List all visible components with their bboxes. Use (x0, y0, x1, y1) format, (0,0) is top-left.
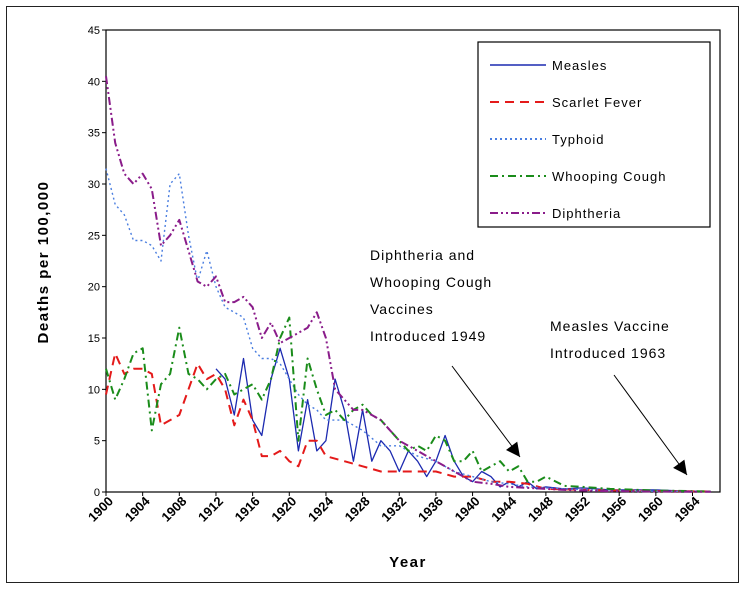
x-axis-title: Year (389, 554, 427, 571)
y-axis-title: Deaths per 100,000 (35, 181, 52, 344)
y-axis: 0 5 10 15 20 25 30 35 40 45 (88, 25, 106, 499)
x-tick-label: 1964 (672, 493, 704, 525)
x-tick-label: 1936 (415, 494, 446, 525)
annotation-arrow-line (613, 374, 688, 476)
x-tick-label: 1912 (195, 494, 226, 525)
y-tick-label: 30 (88, 179, 100, 191)
x-tick-label: 1928 (342, 494, 373, 525)
legend-label: Scarlet Fever (552, 95, 642, 110)
x-tick-label: 1944 (488, 493, 520, 525)
legend: Measles Scarlet Fever Typhoid Whooping Coug… (477, 41, 711, 228)
annotations: Diphtheria and Whooping Cough Vaccines Intr… (370, 247, 688, 476)
y-tick-label: 25 (88, 230, 100, 242)
x-tick-label: 1924 (305, 493, 337, 525)
annotation-arrowhead (506, 441, 520, 457)
series-line-whooping-cough (105, 316, 711, 493)
x-tick-label: 1956 (598, 494, 629, 525)
x-tick-label: 1952 (562, 494, 593, 525)
x-tick-label: 1932 (378, 494, 409, 525)
y-tick-label: 35 (88, 128, 100, 140)
annotation-text-line: Introduced 1949 (370, 328, 486, 344)
annotation-text-line: Whooping Cough (370, 274, 492, 290)
legend-label: Diphtheria (552, 206, 621, 221)
x-tick-label: 1908 (158, 494, 189, 525)
x-tick-label: 1904 (122, 493, 154, 525)
legend-box (477, 41, 711, 228)
annotation-arrow-line (451, 365, 521, 458)
x-tick-label: 1900 (85, 494, 116, 525)
series-line-typhoid (105, 168, 711, 493)
x-axis: 1900 1904 1908 1912 1916 1920 1924 1928 1932 1936… (85, 492, 703, 525)
annotation-text-line: Introduced 1963 (550, 345, 666, 361)
series-line-diphtheria (105, 76, 711, 493)
series-layer (105, 76, 711, 493)
legend-label: Typhoid (552, 132, 605, 147)
annotation-text-line: Vaccines (370, 301, 434, 317)
y-tick-label: 40 (88, 76, 100, 88)
y-tick-label: 10 (88, 384, 100, 396)
annotation-text-line: Diphtheria and (370, 247, 475, 263)
y-tick-label: 5 (94, 436, 100, 448)
legend-label: Measles (552, 58, 607, 73)
annotation-text-line: Measles Vaccine (550, 318, 670, 334)
x-tick-label: 1960 (635, 494, 666, 525)
x-tick-label: 1920 (268, 494, 299, 525)
y-tick-label: 20 (88, 282, 100, 294)
x-tick-label: 1948 (525, 494, 556, 525)
series-line-scarlet-fever (105, 352, 711, 493)
y-tick-label: 45 (88, 25, 100, 37)
x-tick-label: 1916 (232, 494, 263, 525)
y-tick-label: 15 (88, 333, 100, 345)
legend-label: Whooping Cough (552, 169, 666, 184)
annotation-arrowhead (673, 459, 687, 475)
x-tick-label: 1940 (452, 494, 483, 525)
y-tick-label: 0 (94, 487, 100, 499)
